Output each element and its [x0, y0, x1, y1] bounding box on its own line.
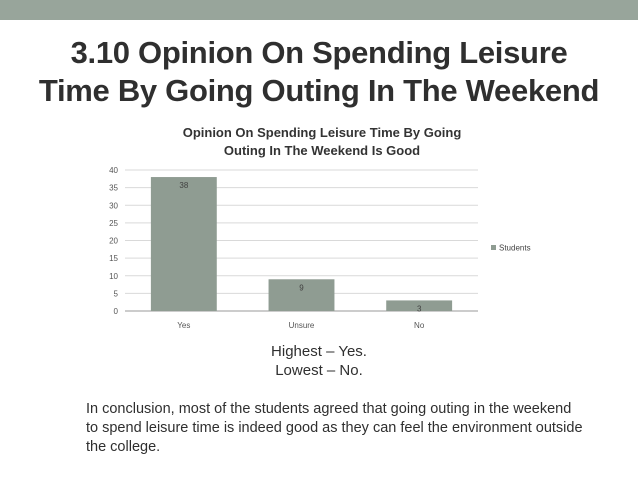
bars: 38 9 3 [150, 177, 453, 313]
top-accent-bar [0, 0, 638, 20]
legend: Students [491, 244, 531, 253]
y-tick-label: 20 [109, 237, 118, 246]
slide-title-line-2: Time By Going Outing In The Weekend [38, 73, 600, 108]
x-axis-ticks: Yes Unsure No [177, 321, 425, 330]
x-tick-label: Yes [177, 321, 190, 330]
legend-swatch [491, 245, 496, 250]
legend-label: Students [499, 244, 531, 253]
x-tick-label: No [414, 321, 425, 330]
y-tick-label: 30 [109, 201, 118, 210]
y-axis-ticks: 0 5 10 15 20 25 30 35 40 [109, 166, 118, 316]
y-tick-label: 0 [114, 307, 119, 316]
y-tick-label: 40 [109, 166, 118, 175]
bar-no [386, 300, 453, 311]
y-tick-label: 5 [114, 289, 119, 298]
summary: Highest – Yes. Lowest – No. [0, 342, 638, 380]
conclusion-text: In conclusion, most of the students agre… [86, 401, 583, 455]
bar-unsure [268, 279, 335, 311]
y-tick-label: 10 [109, 272, 118, 281]
y-tick-label: 15 [109, 254, 118, 263]
y-tick-label: 35 [109, 184, 118, 193]
summary-lowest: Lowest – No. [275, 362, 363, 379]
bar-chart: Opinion On Spending Leisure Time By Goin… [109, 125, 531, 330]
summary-highest: Highest – Yes. [271, 343, 367, 360]
slide-title-line-1: 3.10 Opinion On Spending Leisure [70, 35, 568, 70]
data-label: 38 [179, 181, 188, 190]
data-label: 9 [299, 283, 304, 292]
data-label: 3 [417, 304, 422, 313]
slide-title: 3.10 Opinion On Spending Leisure Time By… [0, 34, 638, 110]
chart-title-line-1: Opinion On Spending Leisure Time By Goin… [183, 125, 462, 140]
bar-yes [150, 177, 217, 311]
chart-title-line-2: Outing In The Weekend Is Good [224, 143, 420, 158]
y-tick-label: 25 [109, 219, 118, 228]
x-tick-label: Unsure [289, 321, 315, 330]
